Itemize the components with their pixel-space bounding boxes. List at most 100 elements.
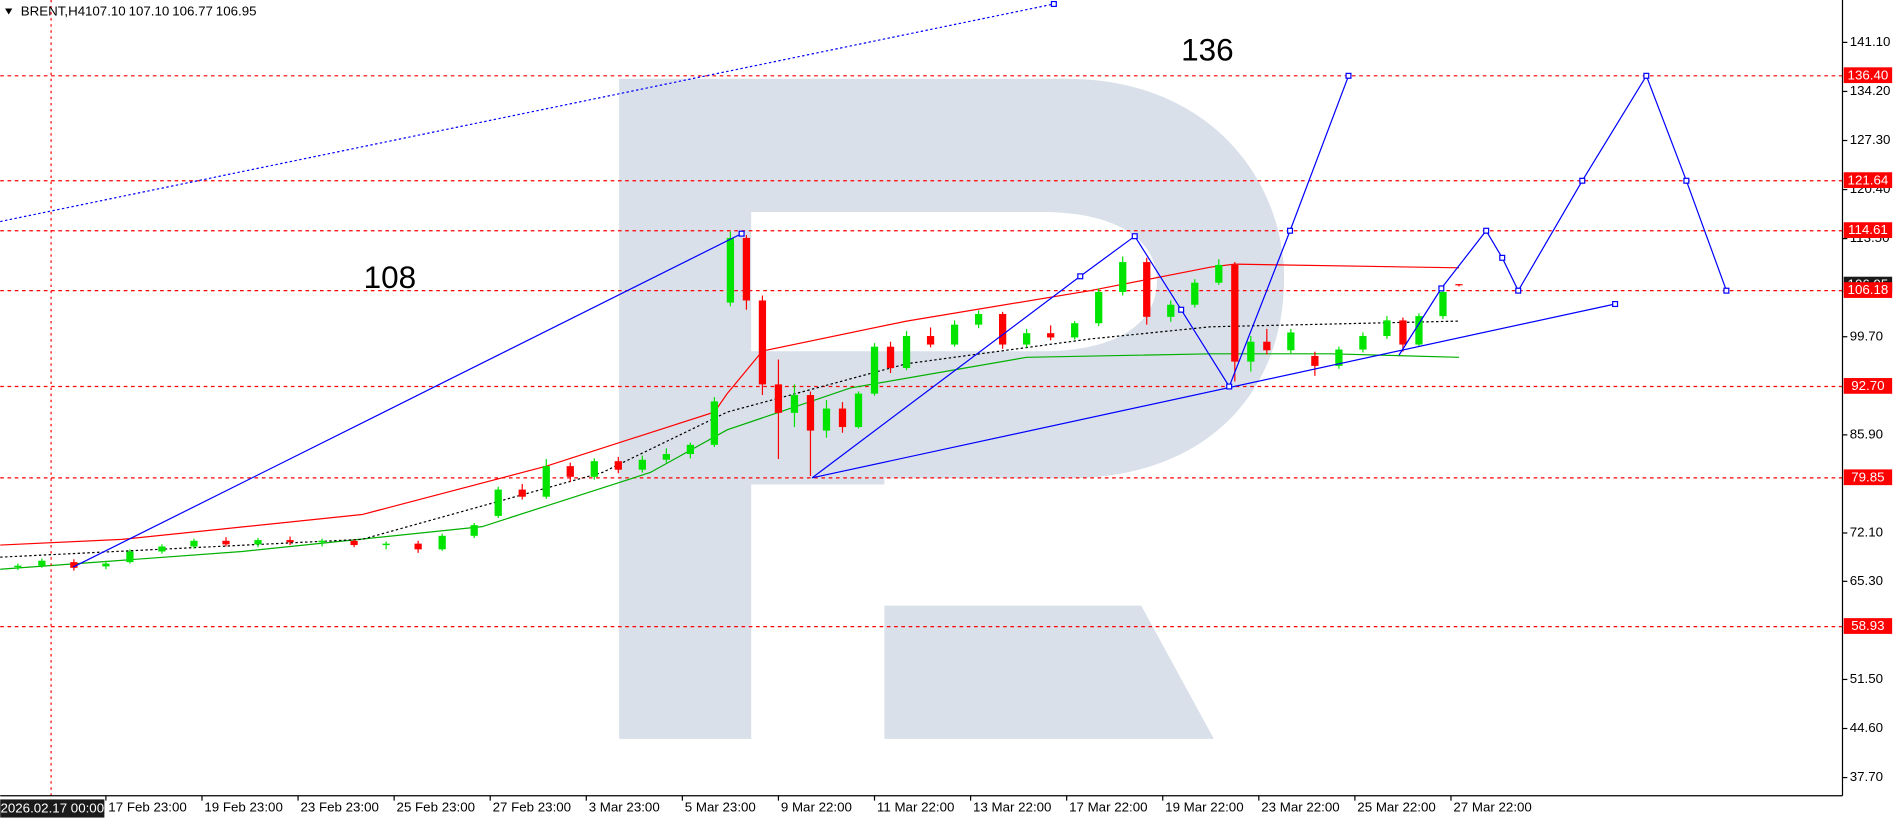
candle-body (1231, 264, 1239, 362)
candle-body (222, 540, 230, 545)
candle-body (758, 300, 767, 385)
y-tick-label: 65.30 (1850, 573, 1883, 588)
y-tick-label: 85.90 (1850, 426, 1883, 441)
candle-body (1287, 332, 1295, 351)
trend-line (0, 3, 1054, 223)
x-tick-label: 25 Mar 22:00 (1357, 799, 1435, 814)
candle-body (686, 444, 695, 455)
y-tick-label: 134.20 (1850, 83, 1891, 98)
candle-body (710, 401, 719, 445)
candle-body (1263, 341, 1271, 351)
level-label-box (1843, 222, 1893, 238)
candle-body (518, 489, 526, 497)
candle-body (1399, 320, 1407, 345)
level-label-box (1843, 172, 1893, 189)
candle-body (1191, 282, 1199, 305)
annotation: 108 (364, 259, 417, 295)
candle-body (1167, 304, 1175, 317)
candle-body (926, 336, 935, 345)
candle-body (1047, 333, 1055, 338)
x-tick-label: 25 Feb 23:00 (397, 799, 475, 814)
menu-triangle (5, 8, 13, 15)
x-tick-label: 19 Feb 23:00 (204, 799, 282, 814)
candle-body (1439, 291, 1447, 317)
trend-point (1438, 285, 1445, 292)
candle-body (438, 535, 446, 550)
candle-body (318, 540, 326, 543)
candle-body (1119, 262, 1127, 292)
candle-body (126, 551, 134, 563)
x-tick-label: 11 Mar 22:00 (877, 799, 954, 814)
trend-point (1131, 233, 1138, 240)
y-tick-label: 51.50 (1850, 671, 1883, 686)
x-tick-label: 3 Mar 23:00 (589, 799, 660, 814)
trend-point (1723, 287, 1730, 294)
candle-body (806, 395, 815, 431)
level-label: 92.70 (1851, 378, 1884, 393)
axis-layer: 141.10134.20127.30120.40113.5099.7085.90… (105, 34, 1893, 814)
y-tick-label: 127.30 (1850, 132, 1891, 147)
candle-body (822, 408, 831, 431)
trend-point (1226, 383, 1233, 390)
trend-line (72, 233, 742, 568)
candle-body (590, 461, 598, 477)
trend-point (738, 230, 745, 237)
trend-point (1515, 287, 1522, 294)
candle-body (774, 384, 783, 413)
candle-body (158, 546, 166, 552)
trend-point (1579, 177, 1586, 184)
candle-body (998, 313, 1007, 345)
header-value: 106.77 (172, 4, 213, 19)
trend-point (1345, 72, 1352, 79)
x-tick-label: 27 Mar 22:00 (1453, 799, 1531, 814)
candle-body (286, 540, 294, 543)
candle-body (974, 313, 983, 325)
trend-point (1643, 72, 1650, 79)
x-tick-label: 27 Feb 23:00 (493, 799, 571, 814)
header-value: 107.10 (85, 4, 126, 19)
candle-body (102, 563, 110, 567)
level-label: 114.61 (1848, 222, 1888, 237)
indicator-line (0, 320, 1460, 558)
level-label: 106.18 (1848, 282, 1889, 297)
candle-body (950, 324, 959, 345)
candle-body (1095, 291, 1103, 324)
watermark-logo (619, 78, 1285, 739)
candle-body (1311, 355, 1319, 366)
y-tick-label: 72.10 (1850, 524, 1883, 539)
candle-body (190, 540, 198, 547)
trend-point (1612, 301, 1619, 308)
trend-point (1499, 254, 1506, 261)
x-tick-label: 13 Mar 22:00 (973, 799, 1051, 814)
candle-body (614, 461, 622, 470)
candle-body (1383, 320, 1391, 337)
x-tick-label: 5 Mar 23:00 (685, 799, 756, 814)
candle-body (1415, 316, 1423, 345)
candle-body (542, 466, 550, 497)
level-label-box (1843, 282, 1893, 298)
trend-point (1483, 227, 1490, 234)
plot-area (0, 0, 1843, 628)
trend-line (811, 303, 1616, 479)
annotation: 136 (1181, 31, 1234, 67)
x-tick-label: 17 Feb 23:00 (108, 799, 186, 814)
candle-body (1359, 336, 1367, 350)
y-tick-label: 99.70 (1850, 328, 1883, 343)
trend-point (1050, 0, 1057, 8)
trend-point (1178, 306, 1185, 313)
candle-body (742, 237, 751, 301)
level-label-box (1843, 67, 1893, 84)
crosshair-label: 2026.02.17 00:00 (0, 801, 104, 816)
y-tick-label: 44.60 (1850, 720, 1883, 735)
candle-body (662, 454, 670, 460)
header-value: 106.95 (216, 4, 257, 19)
y-tick-label: 141.10 (1850, 34, 1891, 49)
candle-body (494, 489, 502, 516)
trend-point (1077, 273, 1084, 280)
level-label-box (1843, 618, 1893, 634)
level-label: 79.85 (1851, 469, 1884, 484)
candle-body (1143, 262, 1151, 317)
candle-body (854, 393, 863, 428)
candle-body (886, 346, 895, 369)
candle-body (1247, 341, 1255, 362)
